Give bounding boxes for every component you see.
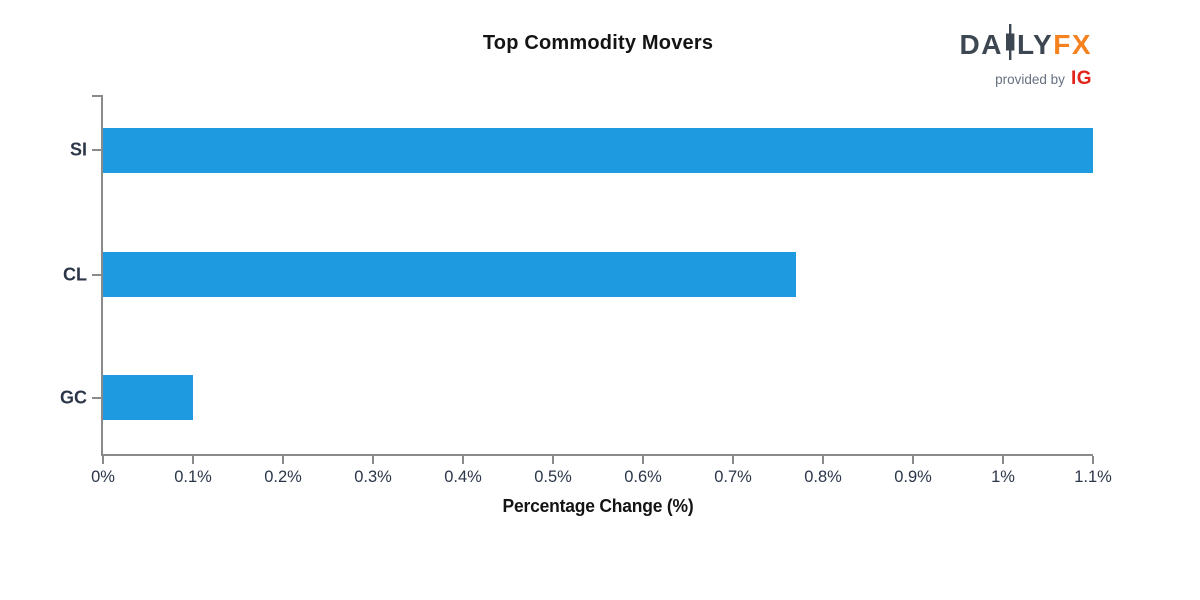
x-tick-label-0.2%: 0.2%	[264, 468, 302, 486]
x-tick-0.2%	[282, 456, 284, 464]
brand-tagline: provided by IG	[960, 68, 1092, 90]
x-tick-0.1%	[192, 456, 194, 464]
y-tick-gc	[92, 396, 101, 399]
x-tick-label-0.7%: 0.7%	[714, 468, 752, 486]
x-tick-0.4%	[462, 456, 464, 464]
x-axis-line	[101, 454, 1093, 456]
x-tick-label-0.4%: 0.4%	[444, 468, 482, 486]
x-tick-label-0.8%: 0.8%	[804, 468, 842, 486]
category-label-gc: GC	[60, 387, 87, 407]
y-axis-top-tick	[92, 95, 101, 97]
y-tick-cl	[92, 273, 101, 276]
x-tick-0.9%	[912, 456, 914, 464]
x-tick-label-0.9%: 0.9%	[894, 468, 932, 486]
brand-text-da: DA	[959, 28, 1003, 60]
brand-text-ly: LY	[1017, 28, 1054, 60]
x-tick-0.8%	[822, 456, 824, 464]
x-tick-0.7%	[732, 456, 734, 464]
x-tick-0%	[102, 456, 104, 464]
category-label-si: SI	[69, 139, 87, 160]
x-tick-1.1%	[1092, 456, 1094, 464]
x-tick-label-0.6%: 0.6%	[624, 468, 662, 486]
x-tick-label-0.5%: 0.5%	[534, 468, 572, 486]
x-tick-1%	[1002, 456, 1004, 464]
x-tick-0.6%	[642, 456, 644, 464]
brand-logo: DA LY FX provided by IG	[960, 24, 1092, 90]
category-label-cl: CL	[63, 264, 87, 284]
y-axis-line	[101, 95, 103, 456]
x-tick-0.5%	[552, 456, 554, 464]
candlestick-icon	[1005, 24, 1015, 65]
provided-by-text: provided by	[995, 71, 1065, 87]
chart-title: Top Commodity Movers	[482, 32, 714, 54]
bar-si	[103, 127, 1093, 173]
x-tick-label-0.3%: 0.3%	[354, 468, 392, 486]
x-tick-label-1%: 1%	[991, 468, 1015, 486]
bar-cl	[103, 252, 796, 297]
x-tick-label-0%: 0%	[91, 468, 115, 486]
ig-logo: IG	[1070, 68, 1092, 89]
brand-text-fx: FX	[1053, 28, 1092, 60]
brand-wordmark: DA LY FX	[960, 24, 1092, 65]
bar-gc	[103, 375, 193, 420]
y-tick-si	[92, 149, 101, 151]
x-axis-title: Percentage Change (%)	[502, 496, 694, 516]
x-tick-label-1.1%: 1.1%	[1074, 468, 1112, 486]
x-tick-0.3%	[372, 456, 374, 464]
x-tick-label-0.1%: 0.1%	[174, 468, 212, 486]
plot-area: Percentage Change (%) SI CL GC 0% 0.1% 0.2% 0.…	[60, 95, 1112, 516]
